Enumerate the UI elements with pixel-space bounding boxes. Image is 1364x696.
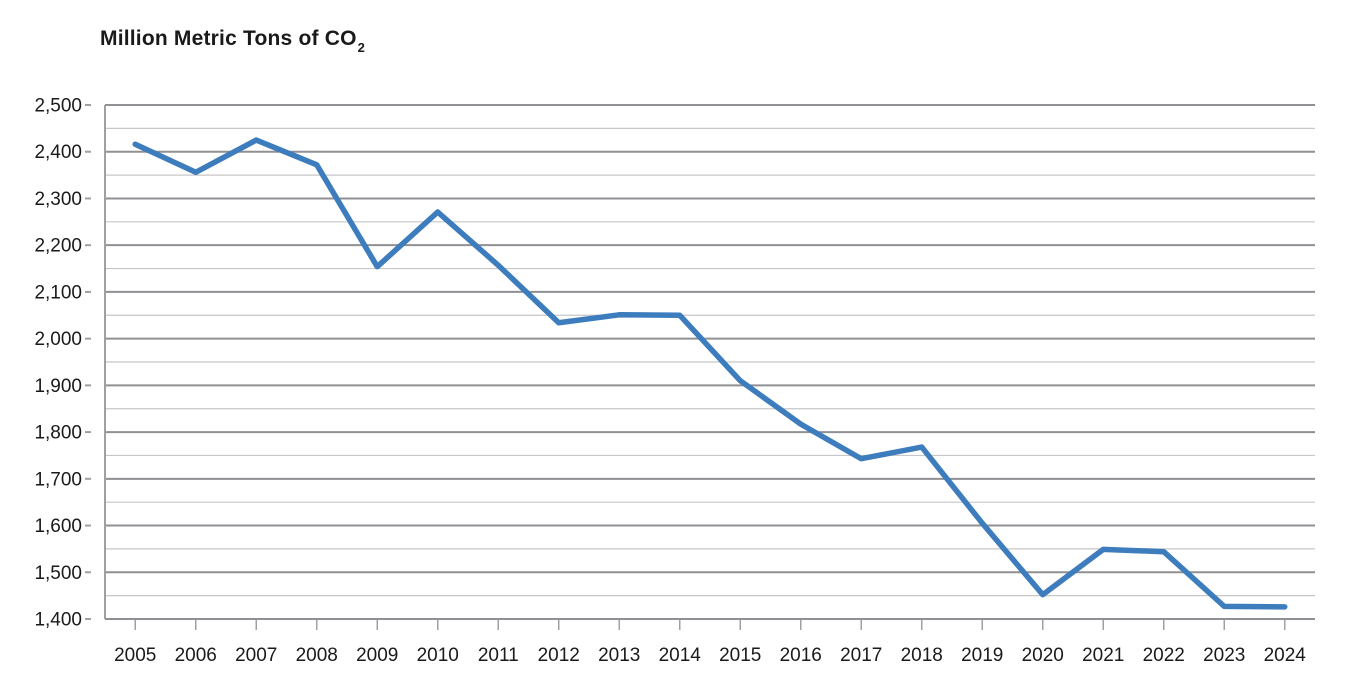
x-tick-label: 2020 xyxy=(1022,645,1064,666)
x-tick-label: 2010 xyxy=(417,645,459,666)
chart-title: Million Metric Tons of CO2 xyxy=(100,27,365,55)
x-tick-label: 2007 xyxy=(235,645,277,666)
y-tick-label: 1,400 xyxy=(34,610,82,631)
x-tick-label: 2005 xyxy=(114,645,156,666)
x-tick-label: 2013 xyxy=(598,645,640,666)
co2-data-line xyxy=(132,137,1288,610)
y-tick-label: 2,400 xyxy=(34,142,82,163)
y-tick-label: 1,500 xyxy=(34,563,82,584)
x-tick-label: 2021 xyxy=(1082,645,1124,666)
x-tick-label: 2014 xyxy=(659,645,702,666)
y-tick-label: 2,100 xyxy=(34,282,82,303)
y-tick-label: 1,700 xyxy=(34,469,82,490)
x-tick-label: 2015 xyxy=(719,645,761,666)
x-tick-label: 2008 xyxy=(296,645,338,666)
y-tick-label: 2,200 xyxy=(34,236,82,257)
y-tick-label: 2,300 xyxy=(34,189,82,210)
x-tick-label: 2024 xyxy=(1264,645,1307,666)
y-tick-label: 2,500 xyxy=(34,96,82,117)
x-tick-label: 2016 xyxy=(780,645,822,666)
y-tick-label: 1,900 xyxy=(34,376,82,397)
y-tick-label: 2,000 xyxy=(34,329,82,350)
x-tick-label: 2018 xyxy=(901,645,943,666)
x-tick-label: 2011 xyxy=(478,645,519,666)
x-tick-label: 2009 xyxy=(356,645,398,666)
x-tick-label: 2006 xyxy=(175,645,217,666)
y-tick-label: 1,600 xyxy=(34,516,82,537)
y-tick-label: 1,800 xyxy=(34,423,82,444)
chart-title-text: Million Metric Tons of CO xyxy=(100,27,357,50)
x-tick-label: 2019 xyxy=(961,645,1003,666)
x-tick-label: 2022 xyxy=(1143,645,1185,666)
x-tick-label: 2012 xyxy=(538,645,580,666)
x-tick-label: 2023 xyxy=(1203,645,1245,666)
chart-title-subscript: 2 xyxy=(357,40,366,55)
x-tick-label: 2017 xyxy=(840,645,882,666)
